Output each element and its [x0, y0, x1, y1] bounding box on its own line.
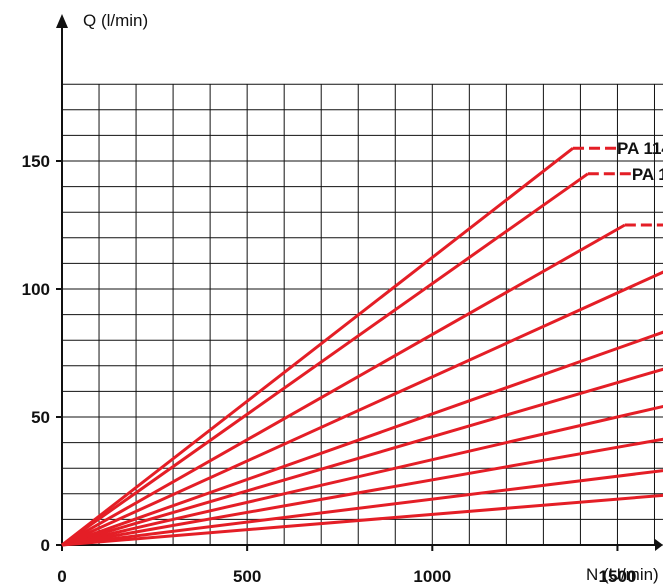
- y-axis-label: Q (l/min): [83, 11, 148, 30]
- series-line: [61, 270, 663, 547]
- series-line: [61, 147, 574, 547]
- x-tick-label: 1500: [599, 567, 637, 586]
- series-line: [61, 469, 663, 547]
- y-axis-arrow: [56, 14, 68, 28]
- x-tick-label: 500: [233, 567, 261, 586]
- y-tick-label: 100: [22, 280, 50, 299]
- ticks: 05001000150020002500050100150: [22, 152, 637, 586]
- series-label: PA 100: [632, 165, 663, 184]
- x-axis-label: N (U/min): [586, 565, 659, 584]
- series-line: [61, 223, 626, 547]
- x-tick-label: 1000: [413, 567, 451, 586]
- series-label: PA 114: [617, 139, 663, 158]
- x-axis-arrow: [655, 539, 663, 551]
- y-tick-label: 0: [41, 536, 50, 555]
- series-line: [61, 437, 663, 547]
- series-line: [61, 493, 663, 547]
- y-tick-label: 150: [22, 152, 50, 171]
- y-tick-label: 50: [31, 408, 50, 427]
- series-line: [61, 367, 663, 547]
- x-tick-label: 0: [57, 567, 66, 586]
- series-line: [61, 404, 663, 547]
- series-line: [61, 172, 589, 547]
- series-line: [61, 330, 663, 547]
- series-lines: PA 114PA 100PA 80PA 63PA 50PA 40PA 32PA …: [61, 139, 663, 547]
- axes: [56, 14, 663, 551]
